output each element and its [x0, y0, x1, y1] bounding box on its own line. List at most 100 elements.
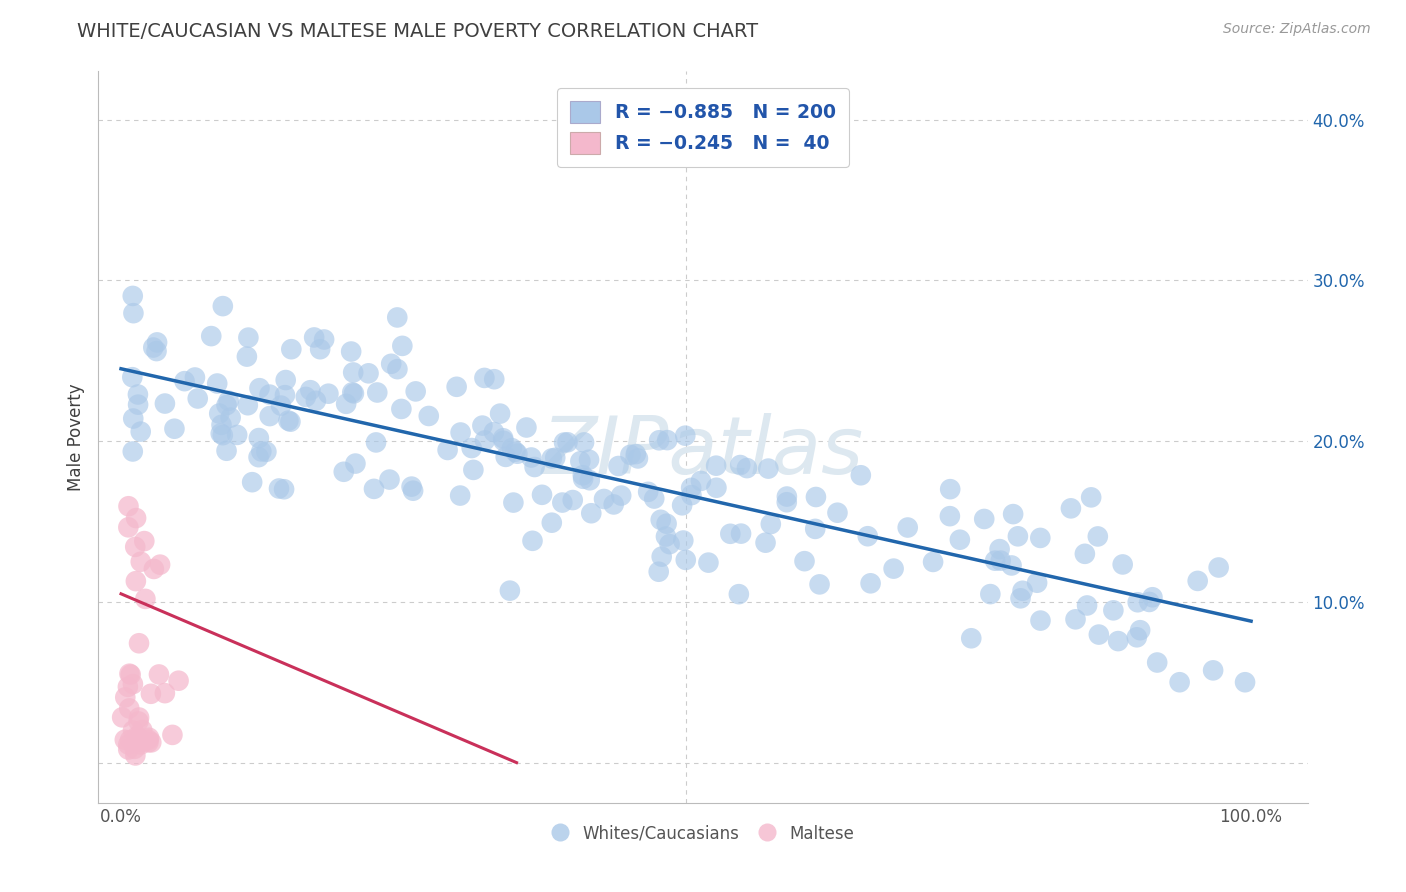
Point	[650, 513, 672, 527]
Point	[474, 371, 496, 385]
Point	[675, 553, 697, 567]
Point	[187, 392, 209, 406]
Point	[648, 434, 671, 448]
Point	[704, 458, 727, 473]
Point	[681, 488, 703, 502]
Point	[117, 680, 139, 694]
Point	[343, 386, 366, 401]
Point	[492, 434, 515, 448]
Point	[125, 574, 148, 589]
Point	[120, 667, 142, 681]
Point	[122, 306, 145, 320]
Point	[849, 468, 872, 483]
Point	[127, 729, 149, 743]
Point	[205, 376, 228, 391]
Point	[305, 393, 328, 408]
Point	[1208, 560, 1230, 574]
Point	[922, 555, 945, 569]
Point	[121, 289, 143, 303]
Point	[482, 425, 505, 439]
Point	[939, 509, 962, 524]
Point	[117, 500, 139, 514]
Point	[118, 733, 141, 747]
Point	[335, 397, 357, 411]
Point	[793, 554, 815, 568]
Point	[184, 370, 207, 384]
Point	[624, 447, 647, 461]
Point	[405, 384, 427, 399]
Point	[1010, 591, 1032, 606]
Point	[1142, 591, 1164, 605]
Point	[804, 522, 827, 536]
Point	[122, 677, 145, 691]
Point	[134, 591, 156, 606]
Point	[804, 490, 827, 504]
Point	[215, 443, 238, 458]
Point	[672, 533, 695, 548]
Point	[389, 401, 412, 416]
Y-axis label: Male Poverty: Male Poverty	[67, 384, 86, 491]
Point	[249, 381, 271, 395]
Point	[1146, 656, 1168, 670]
Point	[523, 460, 546, 475]
Point	[139, 687, 162, 701]
Point	[128, 710, 150, 724]
Point	[302, 330, 325, 344]
Point	[162, 728, 184, 742]
Point	[114, 690, 136, 705]
Point	[200, 329, 222, 343]
Point	[827, 506, 849, 520]
Point	[274, 388, 297, 402]
Point	[118, 666, 141, 681]
Point	[127, 387, 149, 401]
Point	[578, 452, 600, 467]
Point	[142, 341, 165, 355]
Point	[129, 425, 152, 439]
Point	[117, 742, 139, 756]
Point	[136, 732, 159, 747]
Point	[1029, 614, 1052, 628]
Point	[117, 520, 139, 534]
Point	[673, 428, 696, 442]
Point	[859, 576, 882, 591]
Point	[979, 587, 1001, 601]
Point	[949, 533, 972, 547]
Point	[259, 387, 281, 401]
Point	[531, 488, 554, 502]
Point	[522, 533, 544, 548]
Point	[939, 482, 962, 496]
Point	[883, 561, 905, 575]
Point	[167, 673, 190, 688]
Point	[474, 434, 496, 448]
Point	[219, 410, 242, 425]
Point	[1168, 675, 1191, 690]
Point	[118, 701, 141, 715]
Point	[122, 411, 145, 425]
Point	[148, 667, 170, 681]
Point	[960, 632, 983, 646]
Point	[364, 435, 387, 450]
Point	[607, 458, 630, 473]
Point	[153, 686, 176, 700]
Point	[121, 444, 143, 458]
Point	[129, 738, 152, 752]
Point	[610, 489, 633, 503]
Point	[125, 511, 148, 525]
Point	[240, 475, 263, 490]
Point	[1234, 675, 1257, 690]
Point	[619, 448, 641, 462]
Point	[340, 344, 363, 359]
Point	[776, 490, 799, 504]
Point	[988, 542, 1011, 557]
Point	[460, 441, 482, 455]
Point	[446, 380, 468, 394]
Point	[215, 398, 238, 412]
Text: Source: ZipAtlas.com: Source: ZipAtlas.com	[1223, 22, 1371, 37]
Point	[145, 344, 167, 359]
Point	[637, 484, 659, 499]
Point	[776, 495, 799, 509]
Point	[1087, 529, 1109, 543]
Point	[449, 489, 471, 503]
Point	[267, 482, 290, 496]
Point	[651, 549, 673, 564]
